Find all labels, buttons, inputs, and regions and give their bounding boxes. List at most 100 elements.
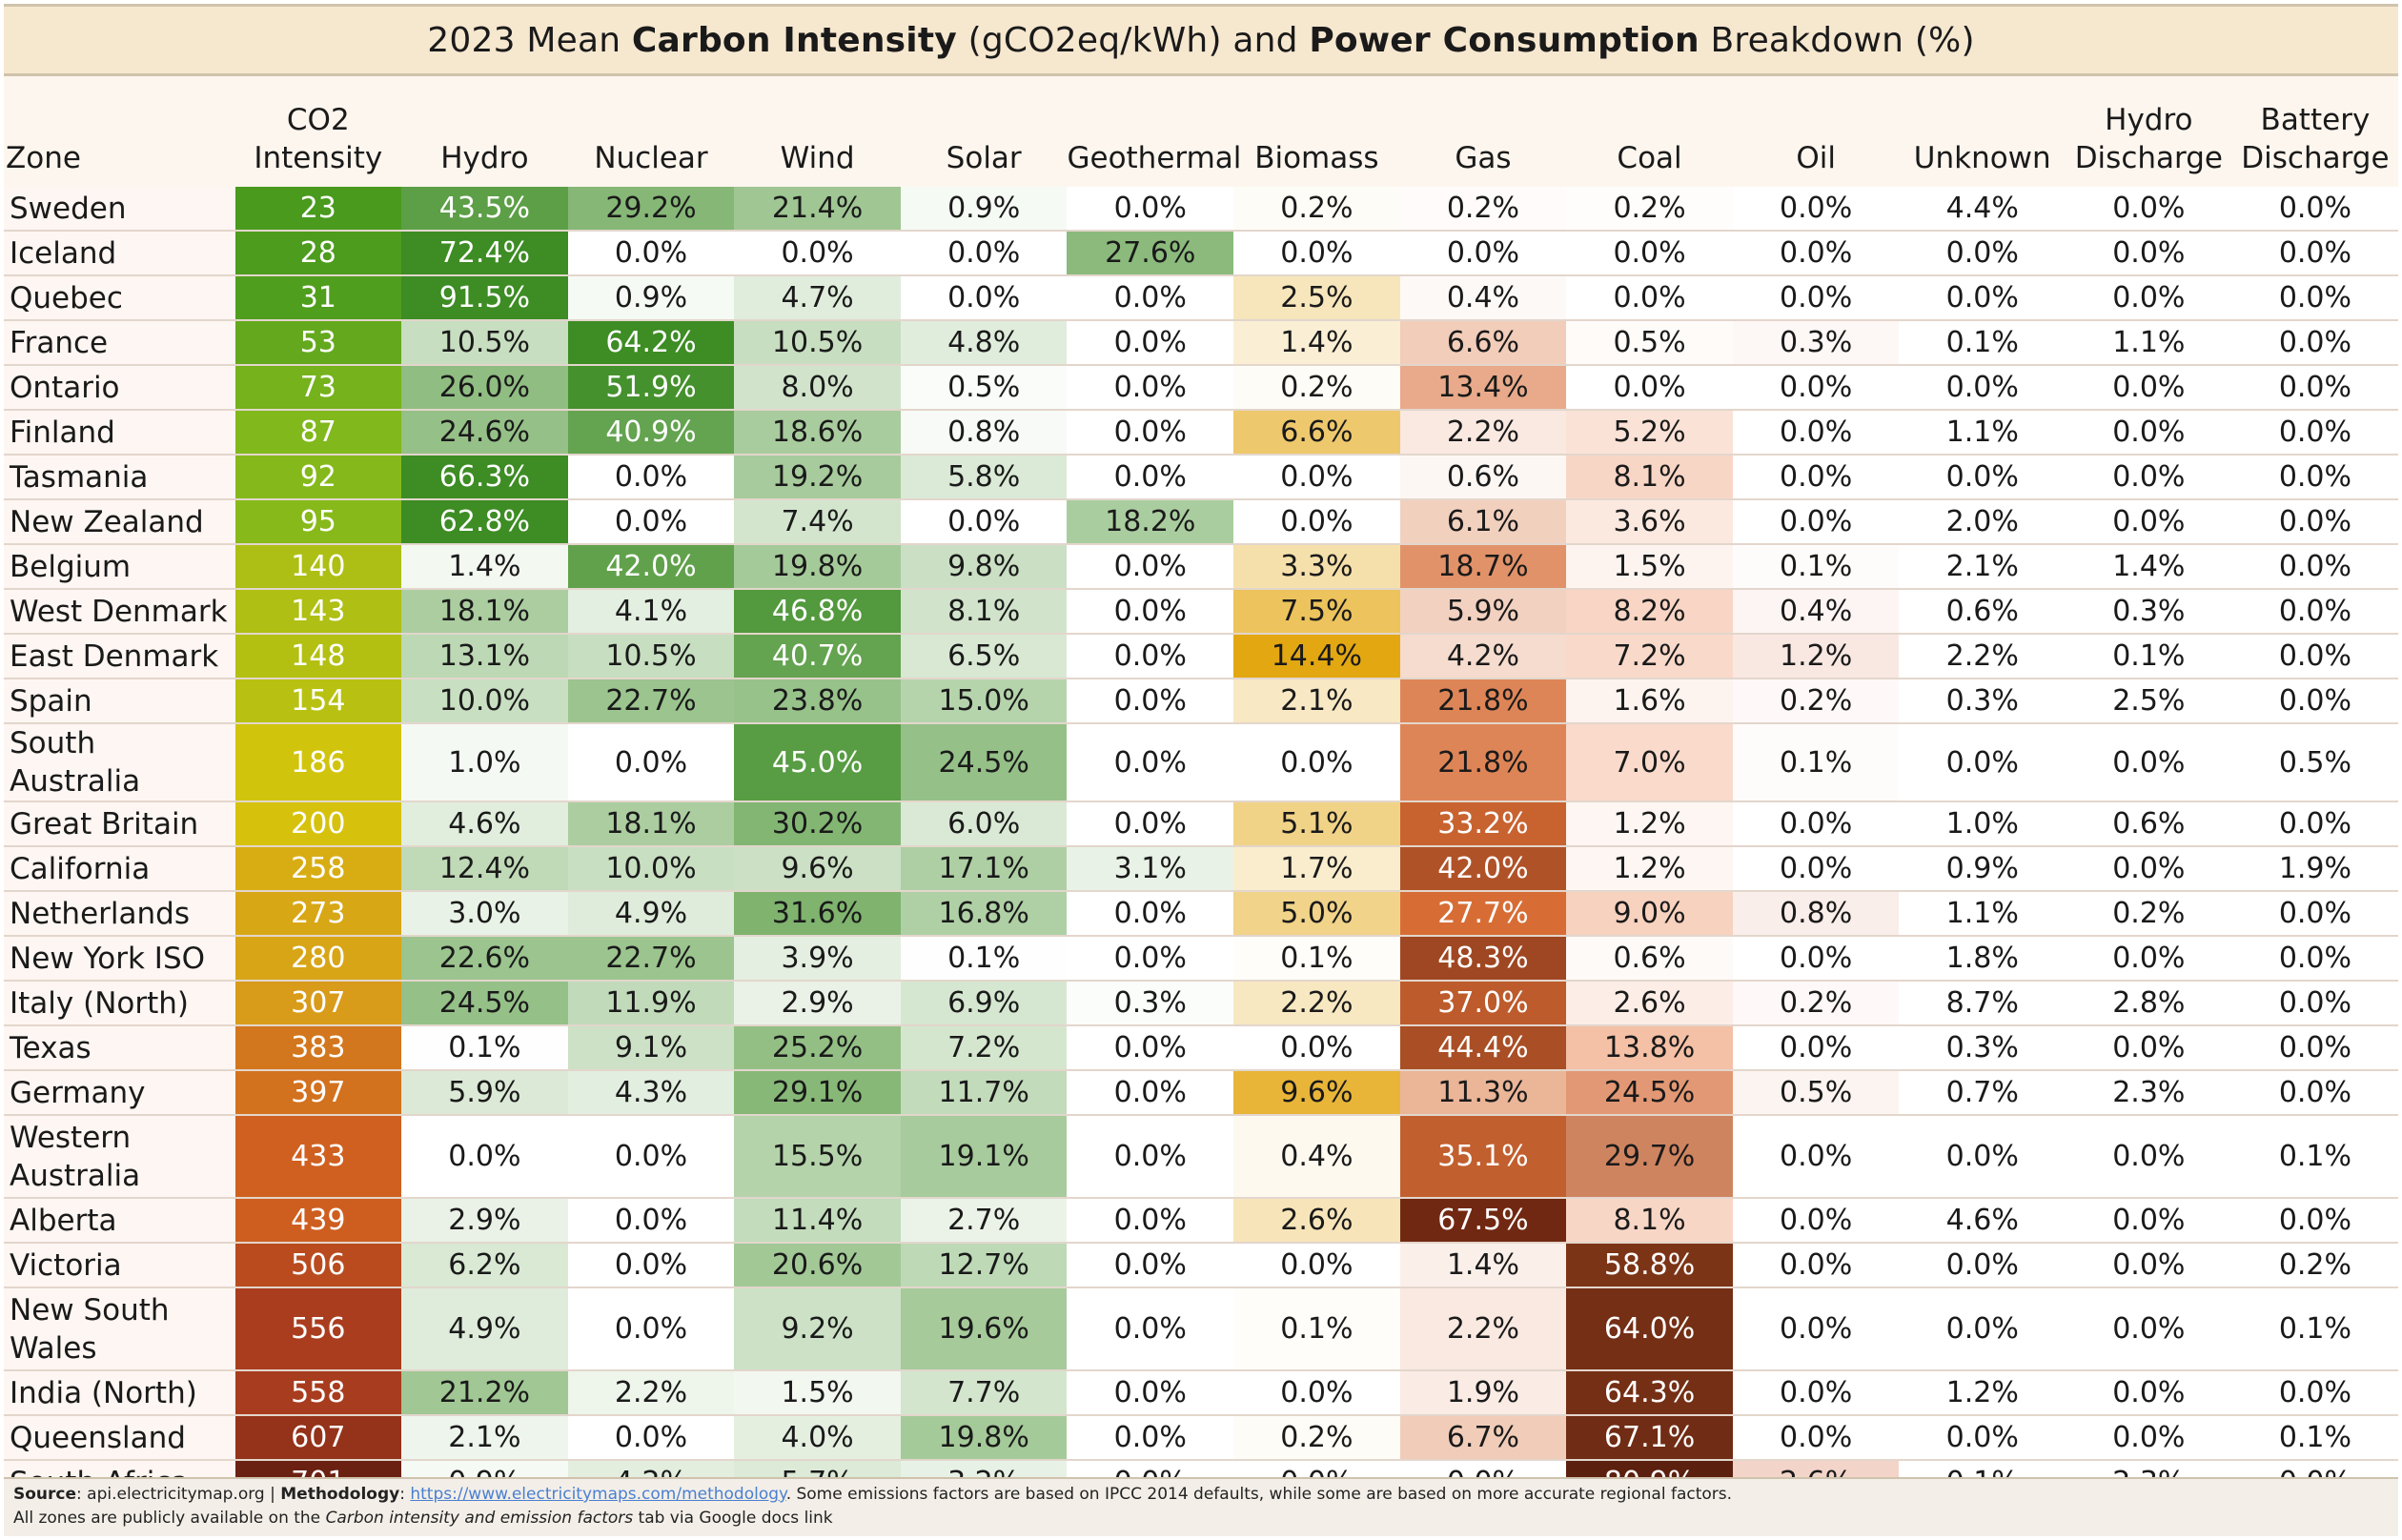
hydro-discharge-cell: 0.0% <box>2066 499 2232 545</box>
nuclear-cell: 0.0% <box>567 1115 735 1199</box>
wind-cell: 1.5% <box>734 1370 901 1416</box>
wind-cell: 21.4% <box>734 187 901 232</box>
hydro-discharge-cell: 0.0% <box>2066 1198 2232 1244</box>
co2-intensity-cell: 73 <box>234 365 402 411</box>
geothermal-cell: 0.0% <box>1067 1198 1234 1244</box>
hydro-discharge-cell: 0.0% <box>2066 455 2232 500</box>
zone-cell: Belgium <box>4 544 235 590</box>
coal-cell: 9.0% <box>1566 891 1733 937</box>
wind-cell: 11.4% <box>734 1198 901 1244</box>
geothermal-cell: 0.0% <box>1067 187 1234 232</box>
wind-cell: 3.9% <box>734 936 901 982</box>
biomass-cell: 1.7% <box>1233 846 1400 892</box>
hydro-discharge-cell: 0.0% <box>2066 1243 2232 1288</box>
gas-cell: 42.0% <box>1399 846 1567 892</box>
nuclear-cell: 0.0% <box>567 455 735 500</box>
zone-name: West Denmark <box>10 594 228 629</box>
hydro-cell: 0.0% <box>401 1115 568 1199</box>
hydro-cell: 12.4% <box>401 846 568 892</box>
solar-cell: 6.0% <box>900 801 1068 847</box>
table-row: Great Britain 200 4.6% 18.1% 30.2% 6.0% 0.0% 5.… <box>4 801 2399 847</box>
solar-cell: 6.9% <box>900 981 1068 1026</box>
geothermal-cell: 3.1% <box>1067 846 1234 892</box>
solar-cell: 7.7% <box>900 1370 1068 1416</box>
solar-cell: 11.7% <box>900 1070 1068 1116</box>
methodology-link[interactable]: https://www.electricitymaps.com/methodol… <box>410 1485 786 1504</box>
co2-intensity-cell: 439 <box>234 1198 402 1244</box>
solar-cell: 19.6% <box>900 1287 1068 1371</box>
column-header-zone: Zone <box>4 76 235 187</box>
column-header-line: Geothermal <box>1067 141 1242 175</box>
hydro-cell: 5.9% <box>401 1070 568 1116</box>
unknown-cell: 1.0% <box>1899 801 2066 847</box>
hydro-cell: 43.5% <box>401 187 568 232</box>
wind-cell: 7.4% <box>734 499 901 545</box>
methodology-sep: : <box>399 1485 411 1504</box>
battery-discharge-cell: 0.0% <box>2231 634 2399 679</box>
co2-intensity-cell: 92 <box>234 455 402 500</box>
nuclear-cell: 0.0% <box>567 231 735 276</box>
hydro-discharge-cell: 0.0% <box>2066 846 2232 892</box>
nuclear-cell: 2.2% <box>567 1370 735 1416</box>
unknown-cell: 1.1% <box>1899 410 2066 456</box>
zone-name: Great Britain <box>10 806 199 841</box>
zone-cell: New South Wales <box>4 1287 235 1371</box>
gas-cell: 1.9% <box>1399 1370 1567 1416</box>
table-body: Sweden 23 43.5% 29.2% 21.4% 0.9% 0.0% 0.2% 0.2% 0… <box>4 187 2399 1506</box>
hydro-discharge-cell: 0.0% <box>2066 410 2232 456</box>
nuclear-cell: 29.2% <box>567 187 735 232</box>
hydro-discharge-cell: 0.1% <box>2066 634 2232 679</box>
wind-cell: 9.2% <box>734 1287 901 1371</box>
column-header-solar: Solar <box>900 76 1068 187</box>
coal-cell: 1.5% <box>1566 544 1733 590</box>
column-header-line: Discharge <box>2074 141 2223 175</box>
solar-cell: 0.0% <box>900 275 1068 321</box>
table-row: Belgium 140 1.4% 42.0% 19.8% 9.8% 0.0% 3.3% 18.7… <box>4 544 2399 590</box>
table-row: India (North) 558 21.2% 2.2% 1.5% 7.7% 0.0% 0.0… <box>4 1370 2399 1416</box>
table-row: France 53 10.5% 64.2% 10.5% 4.8% 0.0% 1.4% 6.6% 0… <box>4 320 2399 366</box>
solar-cell: 0.9% <box>900 187 1068 232</box>
unknown-cell: 0.1% <box>1899 320 2066 366</box>
co2-intensity-cell: 397 <box>234 1070 402 1116</box>
coal-cell: 7.0% <box>1566 723 1733 802</box>
battery-discharge-cell: 0.1% <box>2231 1115 2399 1199</box>
nuclear-cell: 4.9% <box>567 891 735 937</box>
wind-cell: 4.7% <box>734 275 901 321</box>
column-header-line: Wind <box>780 141 855 175</box>
unknown-cell: 0.7% <box>1899 1070 2066 1116</box>
co2-intensity-cell: 280 <box>234 936 402 982</box>
hydro-cell: 10.0% <box>401 679 568 724</box>
column-header-co2: CO2 Intensity <box>234 76 402 187</box>
zone-cell: East Denmark <box>4 634 235 679</box>
nuclear-cell: 0.0% <box>567 723 735 802</box>
hydro-cell: 72.4% <box>401 231 568 276</box>
wind-cell: 19.8% <box>734 544 901 590</box>
zone-name: Queensland <box>10 1420 186 1455</box>
geothermal-cell: 0.0% <box>1067 936 1234 982</box>
hydro-cell: 10.5% <box>401 320 568 366</box>
gas-cell: 2.2% <box>1399 1287 1567 1371</box>
zone-cell: India (North) <box>4 1370 235 1416</box>
hydro-cell: 4.9% <box>401 1287 568 1371</box>
geothermal-cell: 0.0% <box>1067 589 1234 635</box>
battery-discharge-cell: 0.0% <box>2231 365 2399 411</box>
gas-cell: 33.2% <box>1399 801 1567 847</box>
geothermal-cell: 0.0% <box>1067 365 1234 411</box>
solar-cell: 0.0% <box>900 499 1068 545</box>
hydro-cell: 0.1% <box>401 1025 568 1071</box>
battery-discharge-cell: 0.0% <box>2231 410 2399 456</box>
geothermal-cell: 0.0% <box>1067 634 1234 679</box>
solar-cell: 16.8% <box>900 891 1068 937</box>
zone-name: India (North) <box>10 1375 197 1410</box>
column-header-unknown: Unknown <box>1899 76 2066 187</box>
gas-cell: 0.0% <box>1399 231 1567 276</box>
coal-cell: 67.1% <box>1566 1415 1733 1461</box>
oil-cell: 0.1% <box>1732 544 1900 590</box>
hydro-discharge-cell: 0.0% <box>2066 1025 2232 1071</box>
battery-discharge-cell: 0.0% <box>2231 981 2399 1026</box>
wind-cell: 8.0% <box>734 365 901 411</box>
co2-intensity-cell: 28 <box>234 231 402 276</box>
hydro-discharge-cell: 0.0% <box>2066 187 2232 232</box>
battery-discharge-cell: 0.0% <box>2231 801 2399 847</box>
unknown-cell: 0.9% <box>1899 846 2066 892</box>
